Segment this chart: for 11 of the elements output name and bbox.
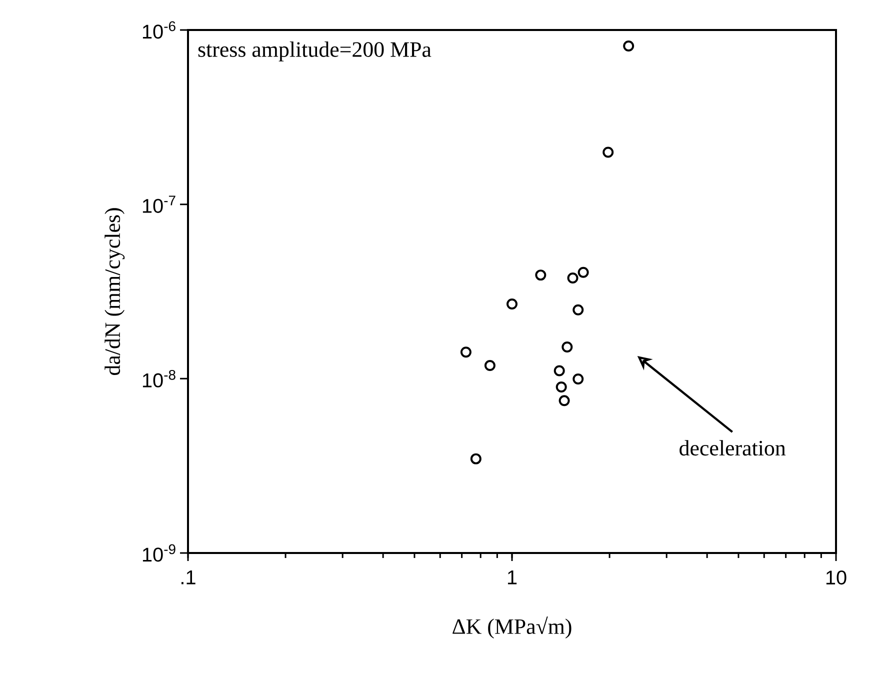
x-axis-title: ΔK (MPa√m) (452, 616, 572, 638)
y-axis-title: da/dN (mm/cycles) (104, 208, 125, 376)
x-tick-label: .1 (182, 570, 196, 584)
y-tick-label: 10$^{-9}$ (142, 544, 176, 562)
x-tick-label: 10 (826, 570, 846, 585)
x-tick-label: 1 (508, 570, 517, 584)
y-tick-label: 10$^{-6}$ (142, 21, 176, 39)
annotation: stress amplitude=200 MPa (198, 42, 432, 62)
annotation: deceleration (680, 440, 786, 456)
y-tick-label: 10$^{-8}$ (142, 370, 176, 388)
y-tick-label: 10$^{-7}$ (142, 196, 176, 213)
